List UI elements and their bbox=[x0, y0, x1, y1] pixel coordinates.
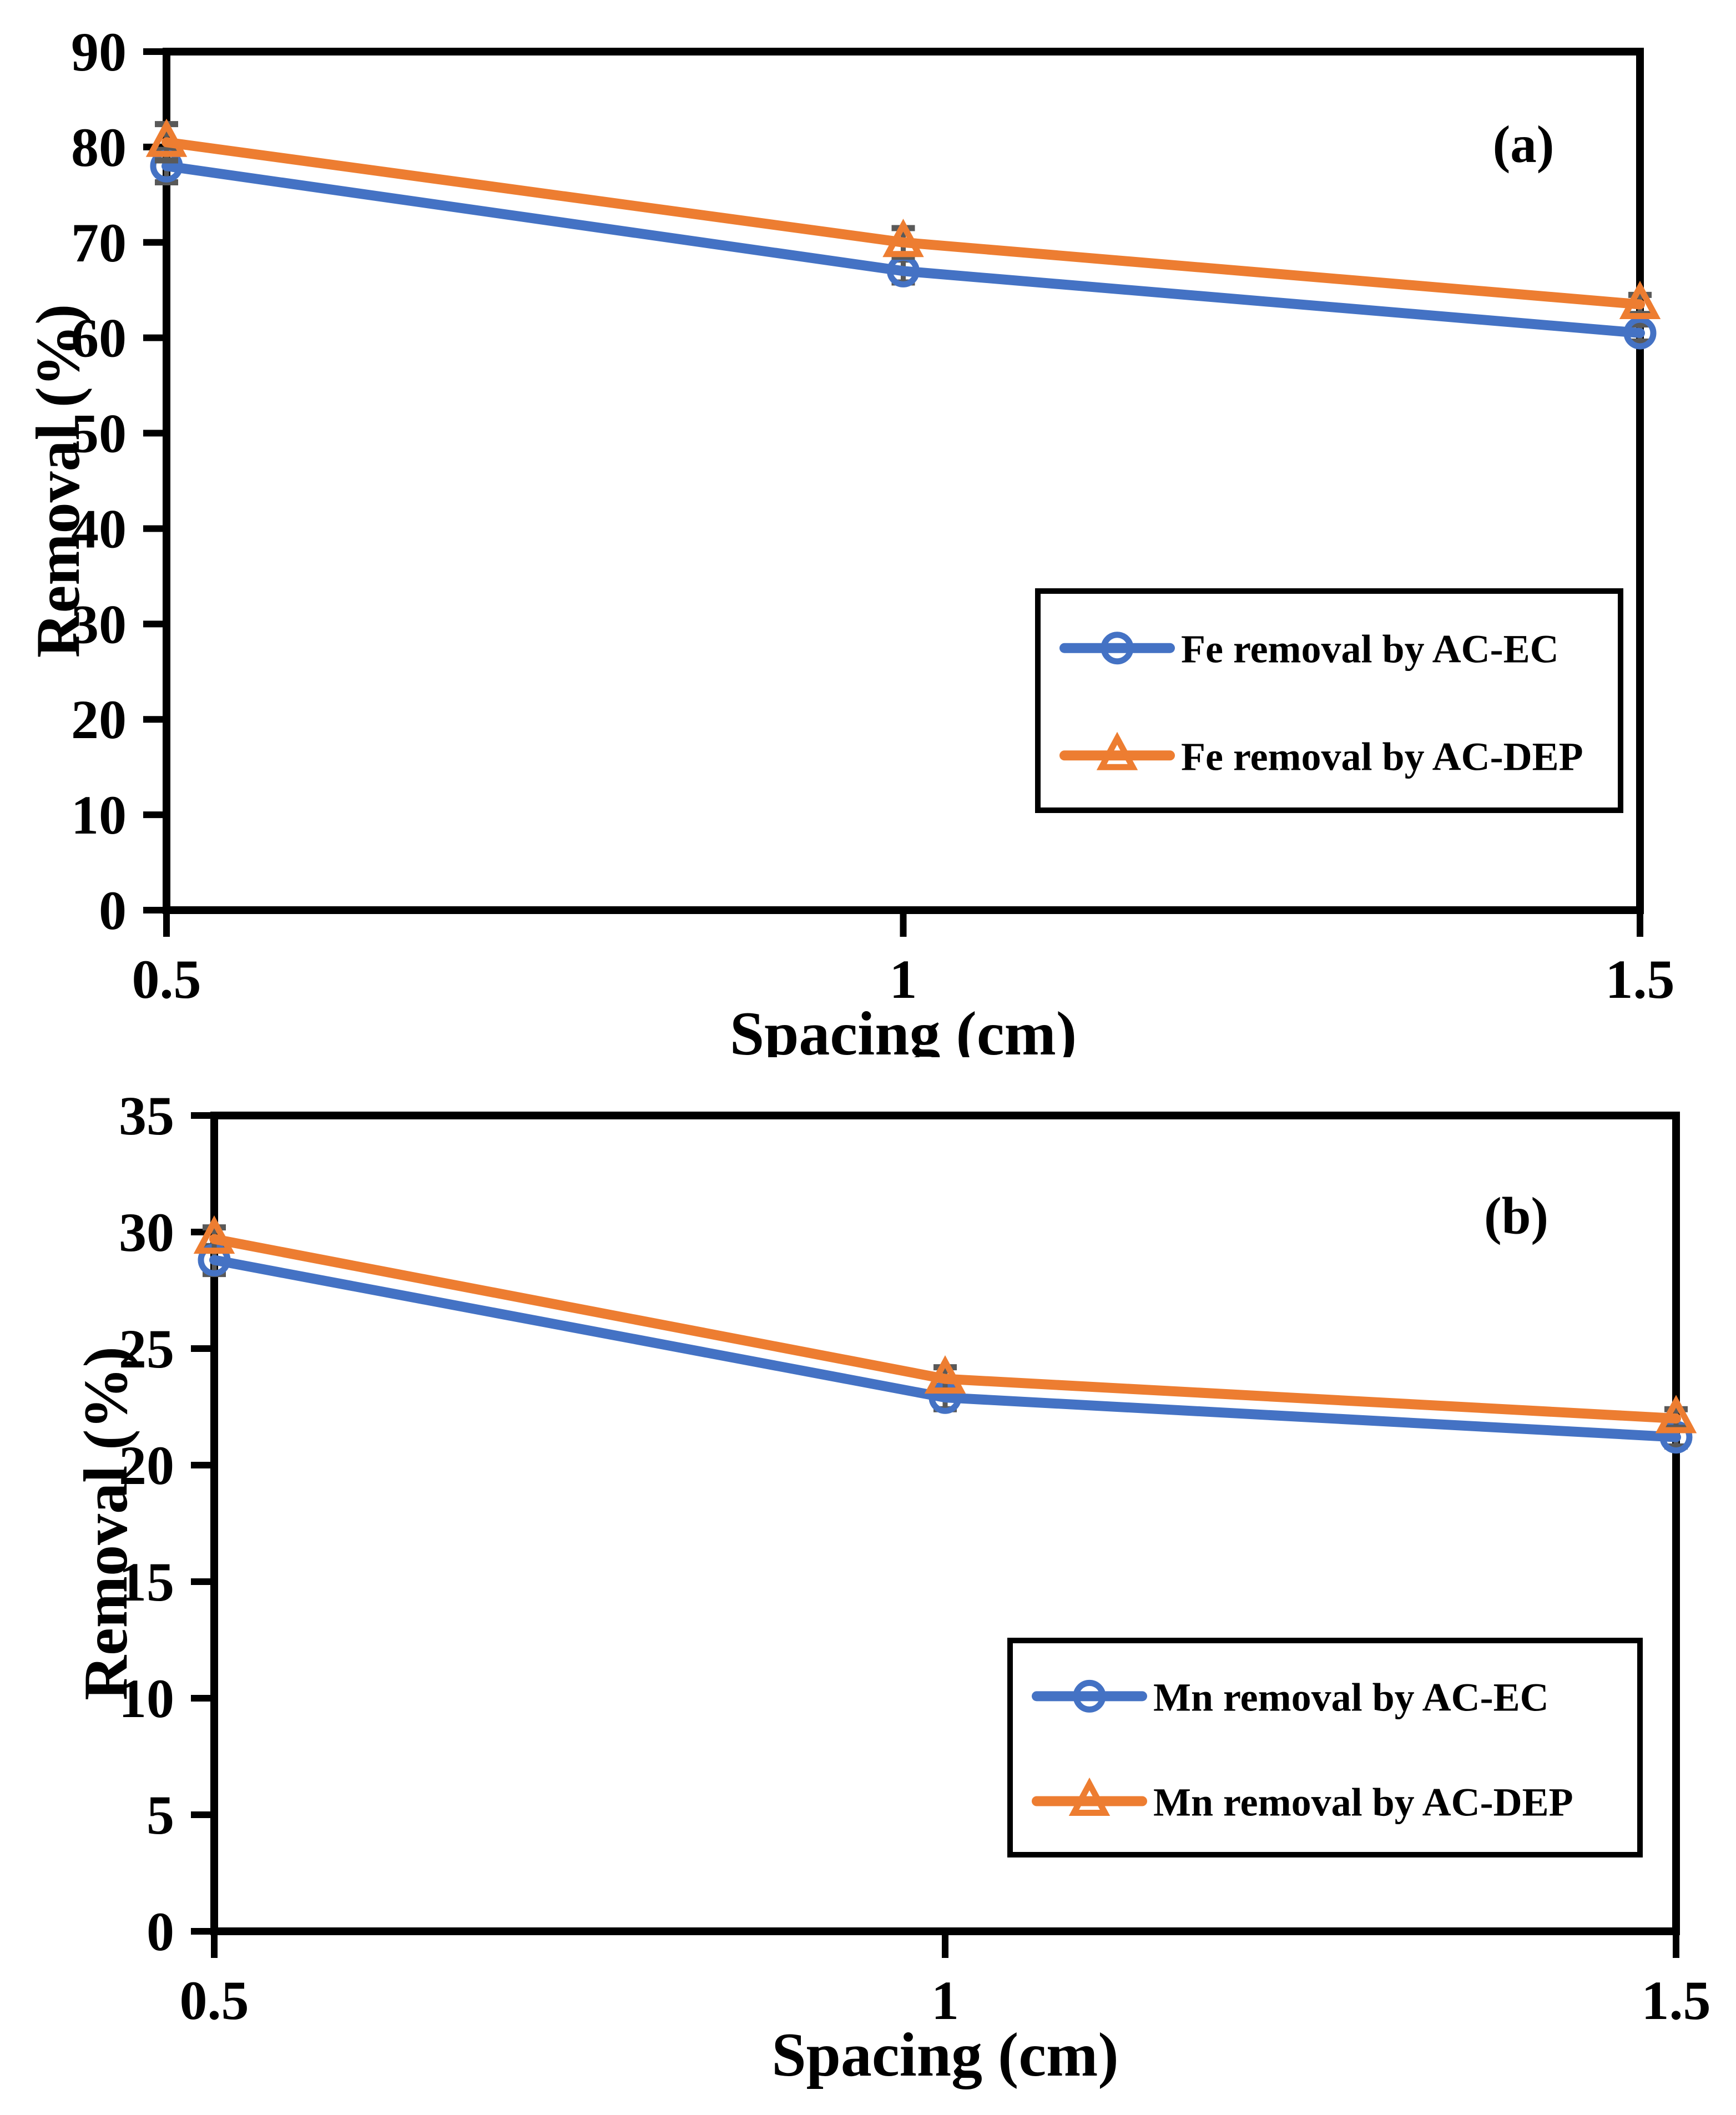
y-axis-tick-label: 60 bbox=[71, 307, 127, 369]
data-point-marker bbox=[1623, 316, 1657, 350]
y-axis-title: Removal (%) bbox=[72, 1346, 140, 1700]
panel-a: 0 10 20 30 40 50 60 70 80 90 0.5 1 1.5 Removal (%) Spa… bbox=[0, 0, 1736, 1057]
x-axis-tick-label: 1 bbox=[931, 1970, 959, 2031]
data-point-marker bbox=[1619, 280, 1661, 320]
x-axis-tick-label: 0.5 bbox=[132, 948, 201, 1010]
x-axis-title: Spacing (cm) bbox=[730, 1000, 1077, 1057]
chart-b: 0 5 10 15 20 25 30 35 0.5 1 1.5 Removal (%) Spacing … bbox=[72, 1085, 1711, 2089]
legend-marker bbox=[1073, 1679, 1106, 1713]
y-axis-tick-label: 80 bbox=[71, 117, 127, 178]
y-axis-tick-label: 10 bbox=[119, 1668, 174, 1729]
chart-a: 0 10 20 30 40 50 60 70 80 90 0.5 1 1.5 Removal (%) Spa… bbox=[24, 21, 1675, 1057]
y-axis-tick-label: 0 bbox=[99, 880, 127, 941]
y-axis-tick-label: 10 bbox=[71, 784, 127, 846]
y-axis-tick-label: 50 bbox=[71, 403, 127, 465]
data-point-marker bbox=[145, 118, 188, 157]
legend-entry-label: Mn removal by AC-DEP bbox=[1153, 1780, 1573, 1825]
y-axis-tick-label: 0 bbox=[147, 1901, 174, 1962]
y-axis-tick-label: 20 bbox=[119, 1435, 174, 1496]
x-axis-tick-label: 0.5 bbox=[180, 1970, 249, 2031]
x-axis-tick-label: 1.5 bbox=[1606, 948, 1675, 1010]
y-axis-tick-label: 30 bbox=[71, 593, 127, 655]
y-axis-tick-label: 35 bbox=[119, 1085, 174, 1147]
y-axis-tick-label: 25 bbox=[119, 1318, 174, 1380]
data-point-marker bbox=[193, 1215, 235, 1254]
legend-marker bbox=[1096, 731, 1138, 770]
x-axis-tick-label: 1.5 bbox=[1642, 1970, 1711, 2031]
panel-letter-label: (b) bbox=[1484, 1187, 1548, 1245]
panel-letter-label: (a) bbox=[1493, 115, 1555, 174]
series-line-ec bbox=[209, 1255, 1681, 1442]
y-axis-tick-label: 90 bbox=[71, 21, 127, 83]
x-axis-title: Spacing (cm) bbox=[771, 2021, 1118, 2089]
y-axis-tick-label: 20 bbox=[71, 689, 127, 750]
y-axis-title: Removal (%) bbox=[24, 304, 93, 658]
data-point-marker bbox=[924, 1355, 966, 1394]
legend-box bbox=[1007, 1638, 1643, 1857]
data-point-marker bbox=[882, 219, 924, 258]
y-axis-tick-label: 5 bbox=[147, 1784, 174, 1846]
legend-entry-label: Mn removal by AC-EC bbox=[1153, 1675, 1549, 1719]
y-axis-tick-label: 40 bbox=[71, 498, 127, 559]
y-axis-tick-label: 70 bbox=[71, 212, 127, 274]
series-line-dep bbox=[162, 137, 1645, 310]
panel-b: 0 5 10 15 20 25 30 35 0.5 1 1.5 Removal (%) Spacing … bbox=[0, 1057, 1736, 2115]
legend-entry-label: Fe removal by AC-EC bbox=[1181, 627, 1559, 672]
legend-box bbox=[1035, 588, 1623, 813]
data-point-marker bbox=[1655, 1395, 1697, 1433]
y-axis-tick-label: 15 bbox=[119, 1551, 174, 1613]
x-axis-tick-label: 1 bbox=[890, 948, 917, 1010]
legend-marker bbox=[1101, 632, 1134, 665]
legend-marker bbox=[1068, 1777, 1111, 1816]
series-line-ec bbox=[162, 161, 1645, 339]
series-line-dep bbox=[209, 1234, 1681, 1424]
y-axis-tick-label: 30 bbox=[119, 1202, 174, 1263]
legend-entry-label: Fe removal by AC-DEP bbox=[1181, 734, 1583, 779]
